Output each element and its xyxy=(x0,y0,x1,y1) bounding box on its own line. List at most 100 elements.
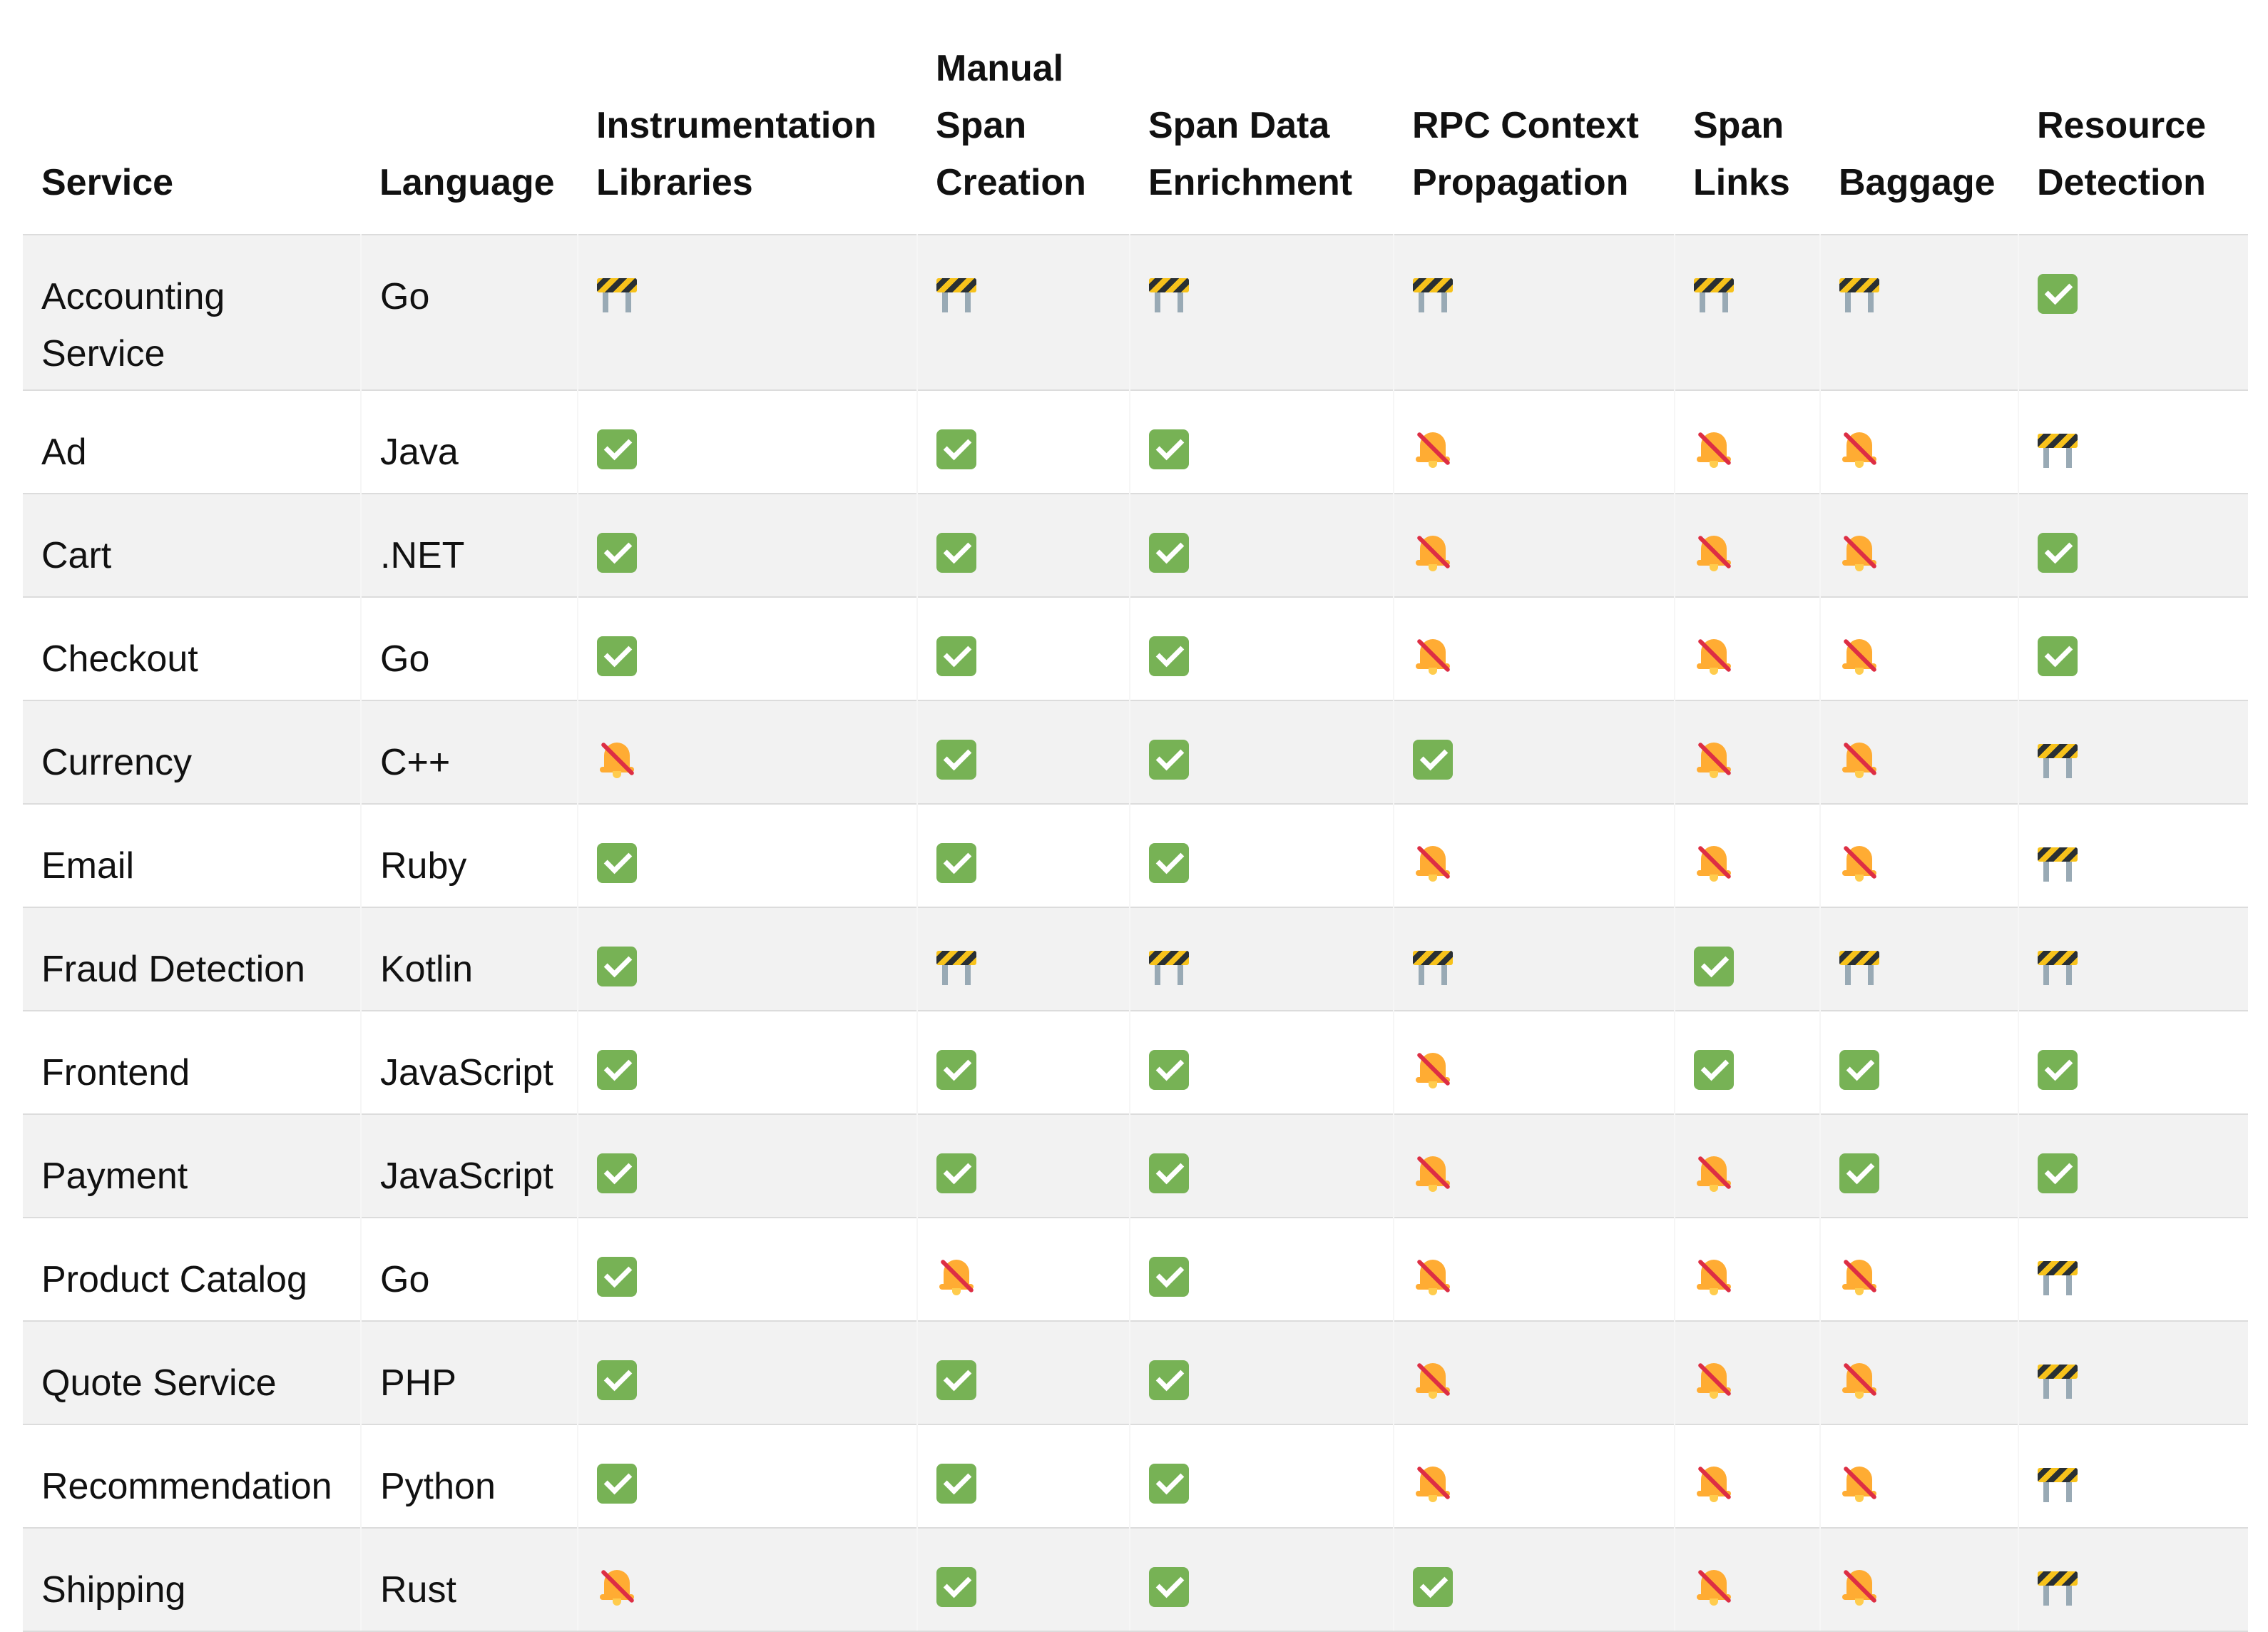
white-heavy-check-mark-icon xyxy=(936,1464,976,1504)
white-heavy-check-mark-icon xyxy=(936,533,976,573)
white-heavy-check-mark-icon xyxy=(1149,740,1189,780)
white-heavy-check-mark-icon xyxy=(1149,1257,1189,1297)
white-heavy-check-mark-icon xyxy=(597,1153,637,1193)
status-cell xyxy=(2018,700,2248,804)
status-cell xyxy=(1675,700,1821,804)
status-cell xyxy=(1820,1217,2019,1321)
white-heavy-check-mark-icon xyxy=(1149,1464,1189,1504)
status-cell xyxy=(2018,596,2248,700)
language-cell: Python xyxy=(361,1424,578,1528)
status-cell xyxy=(1130,1113,1394,1218)
table-row: Fraud Detection Kotlin xyxy=(23,907,2248,1011)
language-cell: Go xyxy=(361,596,578,700)
construction-barrier-icon xyxy=(2038,1567,2078,1607)
status-cell xyxy=(578,596,918,700)
status-cell xyxy=(1130,1320,1394,1424)
service-cell: Ad xyxy=(23,389,362,494)
language-cell: Go xyxy=(361,234,578,390)
table-row: Product Catalog Go xyxy=(23,1217,2248,1321)
status-cell xyxy=(1130,234,1394,390)
status-cell xyxy=(1675,1113,1821,1218)
white-heavy-check-mark-icon xyxy=(936,1360,976,1400)
status-cell xyxy=(1130,493,1394,597)
white-heavy-check-mark-icon xyxy=(936,843,976,883)
language-cell: PHP xyxy=(361,1320,578,1424)
construction-barrier-icon xyxy=(1839,274,1879,314)
white-heavy-check-mark-icon xyxy=(936,1567,976,1607)
status-cell xyxy=(1675,1217,1821,1321)
construction-barrier-icon xyxy=(2038,429,2078,469)
table-row: Ad Java xyxy=(23,389,2248,494)
status-cell xyxy=(1820,907,2019,1011)
status-cell xyxy=(578,1010,918,1114)
status-cell xyxy=(1675,596,1821,700)
white-heavy-check-mark-icon xyxy=(597,636,637,676)
white-heavy-check-mark-icon xyxy=(597,1050,637,1090)
white-heavy-check-mark-icon xyxy=(936,1050,976,1090)
bell-with-slash-icon xyxy=(1413,1257,1453,1297)
white-heavy-check-mark-icon xyxy=(597,1464,637,1504)
status-cell xyxy=(2018,1527,2248,1632)
bell-with-slash-icon xyxy=(1694,1153,1734,1193)
status-cell xyxy=(1130,700,1394,804)
white-heavy-check-mark-icon xyxy=(597,1257,637,1297)
column-header-service: Service xyxy=(41,162,174,203)
status-cell xyxy=(1394,1217,1675,1321)
construction-barrier-icon xyxy=(2038,947,2078,986)
status-cell xyxy=(1820,1320,2019,1424)
status-cell xyxy=(1820,1010,2019,1114)
white-heavy-check-mark-icon xyxy=(1149,1050,1189,1090)
language-cell: Go xyxy=(361,1217,578,1321)
construction-barrier-icon xyxy=(2038,843,2078,883)
construction-barrier-icon xyxy=(936,274,976,314)
status-cell xyxy=(1394,389,1675,494)
table-row: Frontend JavaScript xyxy=(23,1010,2248,1114)
bell-with-slash-icon xyxy=(1839,843,1879,883)
bell-with-slash-icon xyxy=(1694,1257,1734,1297)
construction-barrier-icon xyxy=(1694,274,1734,314)
status-cell xyxy=(2018,1217,2248,1321)
construction-barrier-icon xyxy=(1839,947,1879,986)
table-row: Checkout Go xyxy=(23,596,2248,700)
service-cell: Email xyxy=(23,803,362,907)
language-cell: Rust xyxy=(361,1527,578,1632)
language-cell: Kotlin xyxy=(361,907,578,1011)
table-row: Email Ruby xyxy=(23,803,2248,907)
status-cell xyxy=(2018,493,2248,597)
feature-coverage-table: Service Language Instrumentation Librari… xyxy=(23,40,2248,1632)
status-cell xyxy=(917,700,1130,804)
status-cell xyxy=(1820,234,2019,390)
status-cell xyxy=(1820,389,2019,494)
white-heavy-check-mark-icon xyxy=(597,947,637,986)
column-header-span-links: Span Links xyxy=(1693,105,1790,203)
status-cell xyxy=(917,1113,1130,1218)
bell-with-slash-icon xyxy=(1413,636,1453,676)
status-cell xyxy=(1820,803,2019,907)
status-cell xyxy=(578,700,918,804)
bell-with-slash-icon xyxy=(1839,1360,1879,1400)
status-cell xyxy=(1394,1320,1675,1424)
status-cell xyxy=(1394,1113,1675,1218)
table-row: Recommendation Python xyxy=(23,1424,2248,1528)
status-cell xyxy=(917,1527,1130,1632)
bell-with-slash-icon xyxy=(1413,533,1453,573)
bell-with-slash-icon xyxy=(1694,1464,1734,1504)
construction-barrier-icon xyxy=(1149,274,1189,314)
table-row: Shipping Rust xyxy=(23,1527,2248,1632)
construction-barrier-icon xyxy=(2038,740,2078,780)
bell-with-slash-icon xyxy=(1839,636,1879,676)
service-cell: Checkout xyxy=(23,596,362,700)
bell-with-slash-icon xyxy=(1413,1360,1453,1400)
status-cell xyxy=(578,1527,918,1632)
status-cell xyxy=(1820,1424,2019,1528)
white-heavy-check-mark-icon xyxy=(2038,274,2078,314)
white-heavy-check-mark-icon xyxy=(1149,1567,1189,1607)
status-cell xyxy=(1675,493,1821,597)
bell-with-slash-icon xyxy=(1839,1464,1879,1504)
construction-barrier-icon xyxy=(1149,947,1189,986)
white-heavy-check-mark-icon xyxy=(597,429,637,469)
bell-with-slash-icon xyxy=(1694,1567,1734,1607)
status-cell xyxy=(578,1217,918,1321)
status-cell xyxy=(1394,234,1675,390)
construction-barrier-icon xyxy=(1413,947,1453,986)
